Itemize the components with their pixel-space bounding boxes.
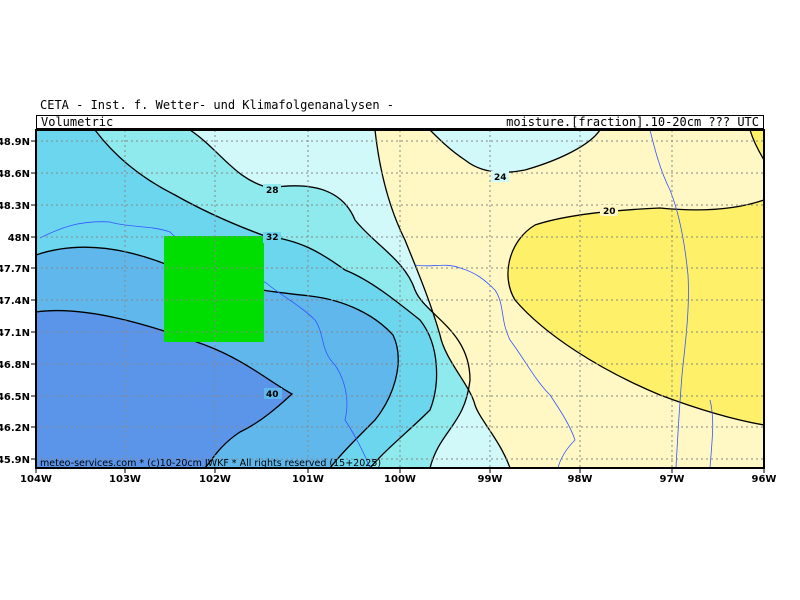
x-tick-label: 101W [292,474,324,485]
contour-label: 24 [494,173,507,183]
x-tick-label: 103W [109,474,141,485]
map-title: CETA - Inst. f. Wetter- und Klimafolgena… [40,98,395,112]
y-tick-label: 46.8N [0,360,30,371]
y-tick-label: 46.2N [0,423,30,434]
contour-label: 32 [266,233,279,243]
rivers [39,130,714,468]
y-tick-label: 45.9N [0,455,30,466]
y-tick-label: 48N [8,233,30,244]
copyright-notice: meteo-services.com * (c)10-20cm IWKF * A… [40,458,381,469]
y-tick-label: 47.1N [0,328,30,339]
graticule [36,130,764,468]
x-tick-label: 99W [478,474,503,485]
x-tick-label: 104W [20,474,52,485]
contour-label: 28 [266,186,279,196]
y-tick-label: 48.3N [0,201,30,212]
y-tick-label: 48.6N [0,169,30,180]
y-tick-label: 48.9N [0,137,30,148]
fill-level-16-corner [750,130,764,160]
y-tick-label: 47.7N [0,264,30,275]
y-tick-label: 47.4N [0,296,30,307]
x-axis-labels: 104W 103W 102W 101W 100W 99W 98W 97W 96W [20,474,776,485]
variable-label: Volumetric [41,115,114,129]
contour-label-group: 28 32 40 24 20 [263,171,618,400]
fill-level-40 [36,310,292,468]
fill-level-16 [507,200,764,425]
x-tick-label: 98W [568,474,593,485]
tick-marks [31,140,765,473]
contour-lines [36,130,764,468]
contour-label: 40 [266,390,279,400]
x-tick-label: 97W [660,474,685,485]
x-tick-label: 102W [199,474,231,485]
y-axis-labels: 48.9N 48.6N 48.3N 48N 47.7N 47.4N 47.1N … [0,137,30,466]
x-tick-label: 100W [384,474,416,485]
contour-label: 20 [603,207,616,217]
variable-description: moisture.[fraction].10-20cm ??? UTC [506,115,759,129]
x-tick-label: 96W [752,474,777,485]
header-bar: Volumetric moisture.[fraction].10-20cm ?… [36,115,764,129]
y-tick-label: 46.5N [0,392,30,403]
highlight-box [164,236,264,342]
